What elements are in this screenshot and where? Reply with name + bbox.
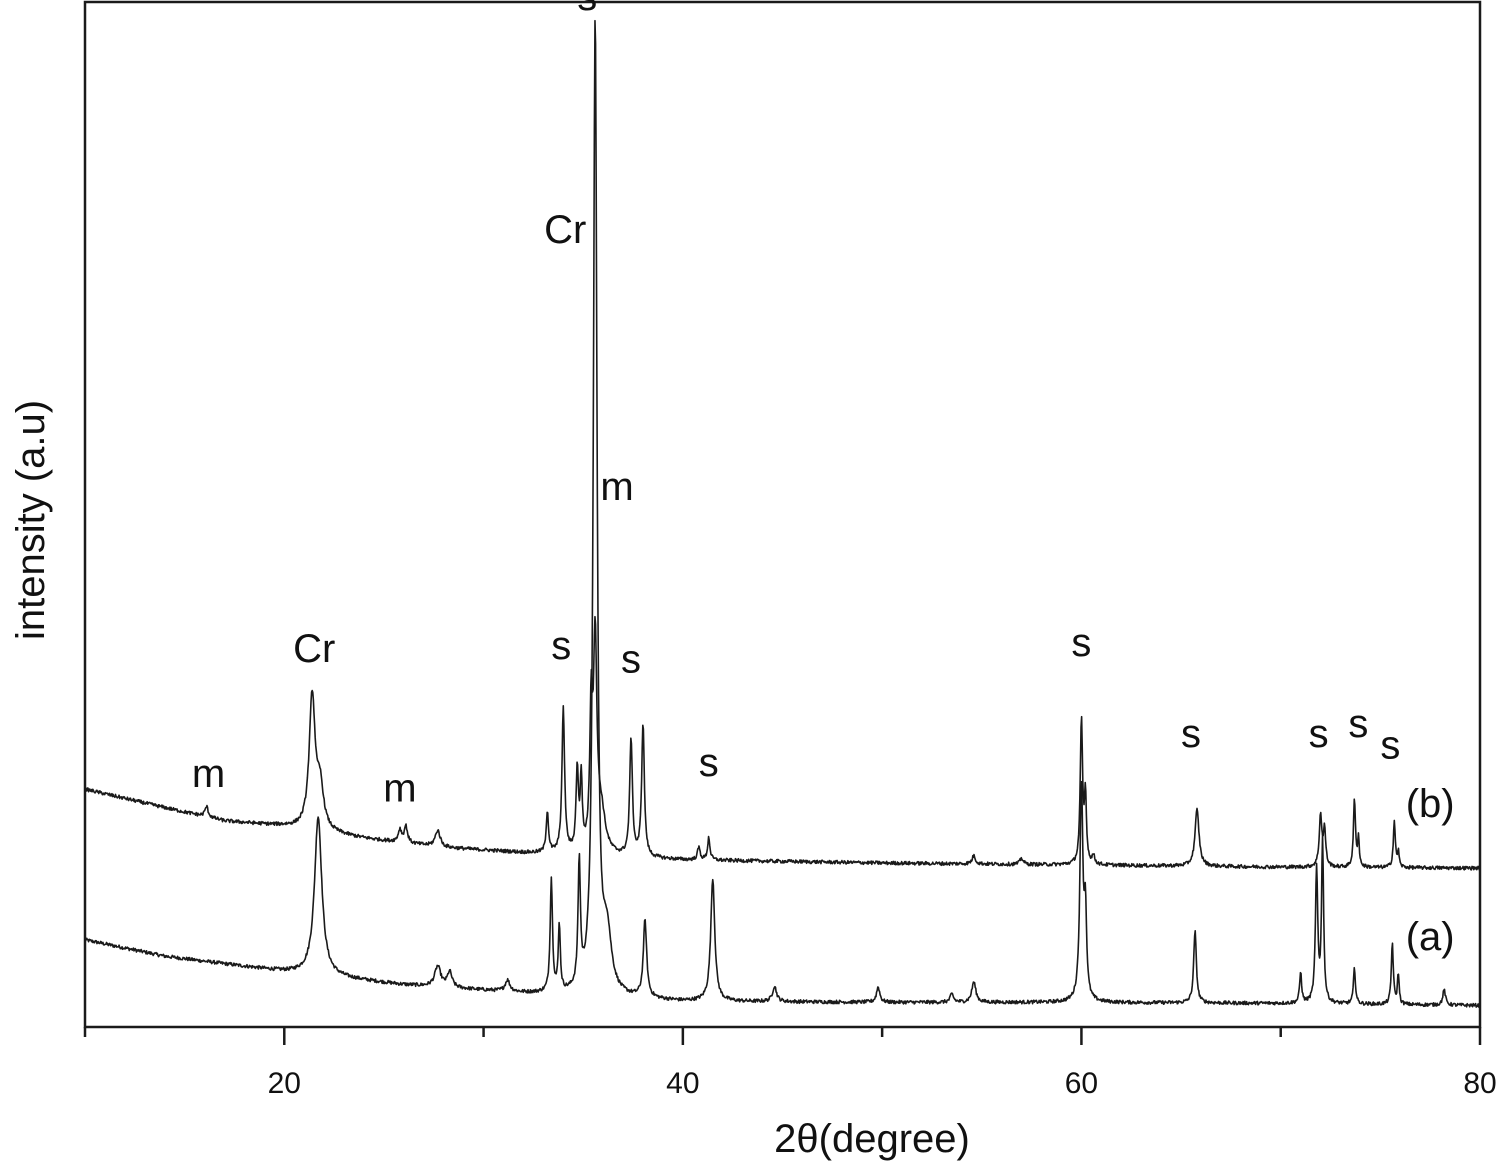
x-axis-tick-labels: 20 40 60 80 [268, 1067, 1497, 1100]
series-label: (a) [1406, 915, 1455, 959]
series-label: (b) [1406, 782, 1455, 826]
series-trace-b [84, 615, 1481, 871]
x-tick-label: 60 [1065, 1067, 1098, 1100]
plot-frame [83, 0, 1482, 1029]
x-axis-title: 2θ(degree) [774, 1117, 970, 1161]
peak-label: s [1181, 712, 1201, 756]
series-trace-a [84, 19, 1481, 1008]
series-labels: (a) (b) [1406, 782, 1455, 959]
x-axis-ticks [83, 1027, 1482, 1045]
peak-label: s [1380, 723, 1400, 767]
peak-label: Cr [544, 208, 586, 252]
peak-label: Cr [293, 627, 335, 671]
peak-label: s [621, 637, 641, 681]
peak-label: s [1309, 712, 1329, 756]
y-axis-title: intensity (a.u) [9, 400, 53, 640]
peak-label: s [577, 0, 597, 19]
peak-label: s [1071, 621, 1091, 665]
x-tick-label: 40 [666, 1067, 699, 1100]
x-tick-label: 80 [1463, 1067, 1496, 1100]
x-tick-label: 20 [268, 1067, 301, 1100]
peak-label: s [551, 624, 571, 668]
peak-label: s [699, 741, 719, 785]
peak-label: s [1348, 702, 1368, 746]
peak-label: m [383, 767, 416, 811]
peak-annotations: mCrmsCrsmsssssss [192, 0, 1400, 811]
data-traces [84, 19, 1481, 1008]
peak-label: m [600, 465, 633, 509]
peak-label: m [192, 752, 225, 796]
